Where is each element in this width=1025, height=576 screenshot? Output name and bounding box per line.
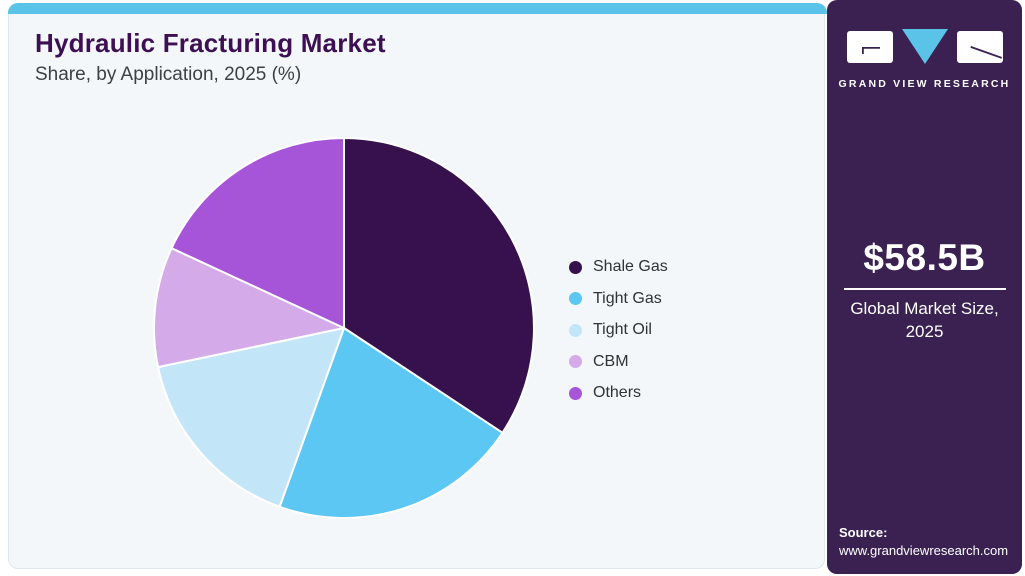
legend-dot-shale-gas — [569, 260, 582, 274]
legend-label-tight-oil: Tight Oil — [593, 321, 652, 338]
market-size-label: Global Market Size, 2025 — [827, 298, 1022, 344]
pie-chart — [153, 137, 535, 519]
chart-header: Hydraulic Fracturing Market Share, by Ap… — [35, 28, 386, 86]
pie-slice-others — [170, 137, 345, 329]
divider-line — [843, 288, 1006, 290]
legend-dot-tight-gas — [569, 292, 582, 305]
market-size-value: $58.5B — [863, 237, 986, 278]
source-url-link[interactable]: www.grandviewresearch.com — [839, 543, 1009, 558]
brand-sidebar: GRAND VIEW RESEARCH $58.5B Global Market… — [827, 0, 1022, 574]
page-title: Hydraulic Fracturing Market — [35, 28, 386, 58]
legend-dot-tight-oil — [569, 323, 582, 337]
pie-slice-tight-oil — [157, 327, 345, 508]
gvr-logo-icon — [846, 29, 1003, 64]
logo-v-glyph — [901, 29, 948, 64]
legend-label-shale-gas: Shale Gas — [593, 258, 668, 275]
logo-r-glyph — [956, 31, 1003, 63]
source-block: Source: www.grandviewresearch.com — [839, 525, 1008, 558]
legend-item-tight-oil: Tight Oil — [569, 319, 668, 341]
legend-label-tight-gas: Tight Gas — [593, 289, 662, 307]
market-size-block: $58.5B Global Market Size, 2025 — [827, 237, 1022, 344]
legend-dot-others — [569, 386, 582, 400]
pie-chart-container — [146, 130, 542, 526]
logo-g-glyph — [846, 31, 893, 63]
chart-card: Hydraulic Fracturing Market Share, by Ap… — [8, 3, 827, 569]
pie-slice-tight-gas — [278, 327, 504, 519]
brand-name: GRAND VIEW RESEARCH — [838, 78, 1011, 90]
page-subtitle: Share, by Application, 2025 (%) — [35, 64, 302, 85]
market-size-label-line2: 2025 — [905, 321, 944, 341]
legend-label-cbm: CBM — [593, 352, 629, 370]
legend-item-cbm: CBM — [569, 351, 668, 373]
source-label: Source: — [839, 525, 888, 540]
legend-dot-cbm — [569, 355, 582, 368]
market-size-label-line1: Global Market Size, — [850, 299, 999, 318]
top-accent-bar — [8, 3, 827, 14]
legend-item-tight-gas: Tight Gas — [569, 288, 668, 310]
chart-legend: Shale Gas Tight Gas Tight Oil CBM Others — [569, 256, 668, 414]
legend-item-shale-gas: Shale Gas — [569, 256, 668, 278]
brand-logo: GRAND VIEW RESEARCH — [827, 28, 1022, 90]
pie-slice-cbm — [153, 247, 345, 369]
legend-item-others: Others — [569, 382, 668, 404]
legend-label-others: Others — [593, 384, 642, 401]
